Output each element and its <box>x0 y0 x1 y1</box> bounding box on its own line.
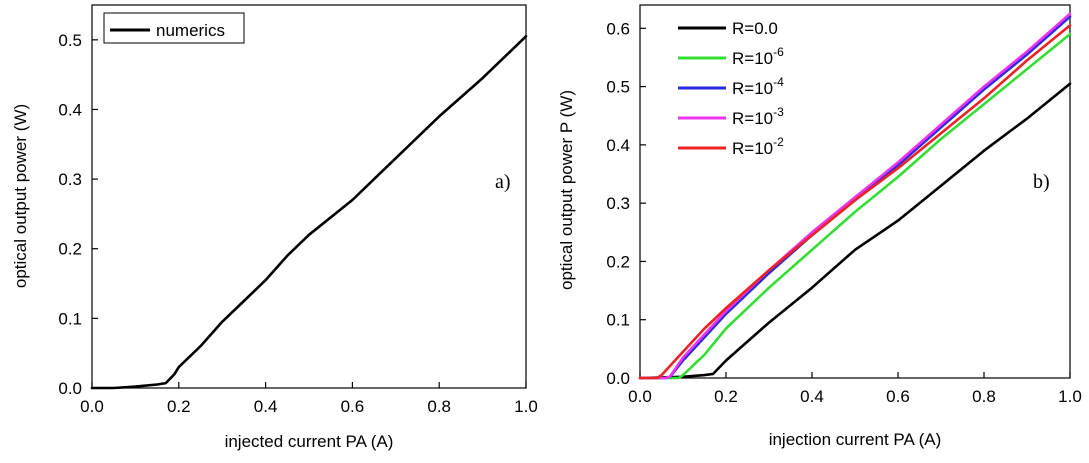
x-axis-label-b: injection current PA (A) <box>769 430 942 449</box>
x-tick-label-b: 0.4 <box>800 387 824 406</box>
tick-group-a: 0.0 0.2 0.4 0.6 0.8 1.0 0.0 0.1 0.2 0.3 0.4 0.5 <box>58 31 537 416</box>
plot-frame-a <box>91 4 527 389</box>
panel-label-b: b) <box>1033 171 1050 193</box>
y-tick-label-a: 0.5 <box>58 31 82 50</box>
legend-b: R=0.0R=10-6R=10-4R=10-3R=10-2 <box>678 19 784 158</box>
series-line-b-3 <box>638 12 1072 380</box>
legend-label-a-0: numerics <box>156 21 225 40</box>
panel-label-a: a) <box>495 171 511 193</box>
legend-label-b-4: R=10-2 <box>732 135 784 158</box>
legend-label-text: R=10 <box>732 109 773 128</box>
y-tick-label-b: 0.2 <box>606 252 630 271</box>
legend-box-a <box>103 12 245 44</box>
y-tick-label-b: 0.6 <box>606 19 630 38</box>
x-tick-label-b: 0.0 <box>628 387 652 406</box>
x-tick-label-b: 0.2 <box>714 387 738 406</box>
x-tick-label-a: 0.6 <box>341 397 365 416</box>
series-line-b-1 <box>638 32 1072 380</box>
y-tick-label-a: 0.0 <box>58 379 82 398</box>
legend-label-exponent: -2 <box>773 135 784 149</box>
y-tick-label-b: 0.3 <box>606 194 630 213</box>
x-tick-label-a: 0.8 <box>427 397 451 416</box>
x-tick-label-a: 0.0 <box>80 397 104 416</box>
x-tick-label-b: 0.6 <box>886 387 910 406</box>
legend-label-exponent: -3 <box>773 105 784 119</box>
y-tick-label-b: 0.1 <box>606 311 630 330</box>
legend-label-text: R=10 <box>732 49 773 68</box>
series-line-b-4 <box>638 24 1072 380</box>
legend-a: numerics <box>103 12 245 44</box>
legend-label-text: R=10 <box>732 139 773 158</box>
x-tick-label-b: 0.8 <box>972 387 996 406</box>
y-tick-label-b: 0.0 <box>606 369 630 388</box>
series-group-a <box>90 35 528 390</box>
plot-frame-b <box>639 4 1071 379</box>
series-line-b-0 <box>638 82 1072 380</box>
y-tick-label-a: 0.3 <box>58 170 82 189</box>
y-tick-label-a: 0.1 <box>58 309 82 328</box>
x-axis-label-a: injected current PA (A) <box>225 432 394 451</box>
legend-label-exponent: -4 <box>773 75 784 89</box>
y-tick-label-a: 0.2 <box>58 240 82 259</box>
x-tick-label-a: 0.4 <box>254 397 278 416</box>
x-tick-label-a: 0.2 <box>167 397 191 416</box>
legend-label-exponent: -6 <box>773 45 784 59</box>
series-group-b <box>638 12 1072 380</box>
tick-group-b: 0.0 0.2 0.4 0.6 0.8 1.0 0.0 0.1 0.2 0.3 0.4 0.5 0.6 <box>606 19 1081 406</box>
legend-label-b-1: R=10-6 <box>732 45 784 68</box>
y-tick-label-b: 0.4 <box>606 136 630 155</box>
legend-label-b-3: R=10-3 <box>732 105 784 128</box>
legend-label-text: numerics <box>156 21 225 40</box>
y-tick-label-a: 0.4 <box>58 100 82 119</box>
y-axis-label-b: optical output power P (W) <box>557 90 576 290</box>
y-tick-label-b: 0.5 <box>606 78 630 97</box>
y-axis-label-a: optical output power (W) <box>11 104 30 288</box>
x-tick-label-b: 1.0 <box>1058 387 1082 406</box>
chart-panel-b: 0.0 0.2 0.4 0.6 0.8 1.00.00.10.20.30.40.50.6 … <box>557 4 1082 449</box>
legend-label-text: R=0.0 <box>732 19 778 38</box>
x-tick-label-a: 1.0 <box>514 397 538 416</box>
legend-label-b-0: R=0.0 <box>732 19 778 38</box>
series-line-a-0 <box>90 35 528 390</box>
legend-label-b-2: R=10-4 <box>732 75 784 98</box>
chart-panel-a: 0.0 0.2 0.4 0.6 0.8 1.0 0.0 0.1 0.2 0.3 0.4 0.5 num… <box>11 4 538 451</box>
legend-label-text: R=10 <box>732 79 773 98</box>
